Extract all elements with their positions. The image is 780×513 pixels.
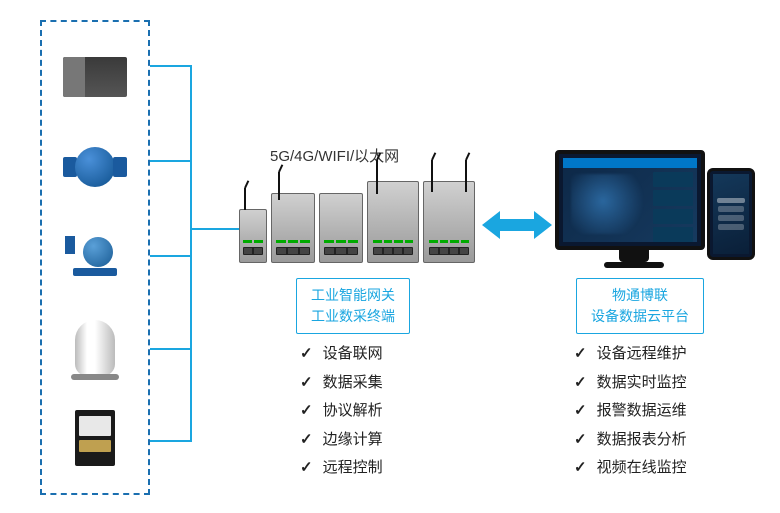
phone-icon bbox=[707, 168, 755, 260]
gateway-feature-3: 边缘计算 bbox=[300, 426, 383, 455]
gateway-feature-0: 设备联网 bbox=[300, 340, 383, 369]
gateway-feature-2: 协议解析 bbox=[300, 397, 383, 426]
gateway-label-line2: 工业数采终端 bbox=[311, 306, 395, 327]
gateway-device-3 bbox=[319, 193, 363, 263]
platform-feature-2: 报警数据运维 bbox=[574, 397, 687, 426]
gateway-device-2 bbox=[271, 193, 315, 263]
platform-label-line2: 设备数据云平台 bbox=[591, 306, 689, 327]
gateway-feature-1: 数据采集 bbox=[300, 369, 383, 398]
platform-feature-1: 数据实时监控 bbox=[574, 369, 687, 398]
device-flowmeter bbox=[60, 132, 130, 202]
monitor-icon bbox=[555, 150, 705, 250]
gateway-device-1 bbox=[239, 209, 267, 263]
device-tank bbox=[60, 313, 130, 383]
platform-group bbox=[555, 150, 755, 270]
gateway-group bbox=[232, 168, 482, 263]
platform-feature-0: 设备远程维护 bbox=[574, 340, 687, 369]
connector-lines bbox=[150, 20, 220, 495]
device-meter bbox=[60, 403, 130, 473]
device-pump bbox=[60, 222, 130, 292]
double-arrow-icon bbox=[482, 205, 552, 245]
platform-feature-4: 视频在线监控 bbox=[574, 454, 687, 483]
platform-feature-3: 数据报表分析 bbox=[574, 426, 687, 455]
gateway-feature-4: 远程控制 bbox=[300, 454, 383, 483]
platform-label-box: 物通博联 设备数据云平台 bbox=[576, 278, 704, 334]
gateway-features: 设备联网 数据采集 协议解析 边缘计算 远程控制 bbox=[300, 340, 383, 483]
devices-group bbox=[40, 20, 150, 495]
gateway-device-5 bbox=[423, 181, 475, 263]
platform-features: 设备远程维护 数据实时监控 报警数据运维 数据报表分析 视频在线监控 bbox=[574, 340, 687, 483]
gateway-label-box: 工业智能网关 工业数采终端 bbox=[296, 278, 410, 334]
platform-label-line1: 物通博联 bbox=[591, 285, 689, 306]
gateway-label-line1: 工业智能网关 bbox=[311, 285, 395, 306]
device-plc bbox=[60, 42, 130, 112]
gateway-device-4 bbox=[367, 181, 419, 263]
